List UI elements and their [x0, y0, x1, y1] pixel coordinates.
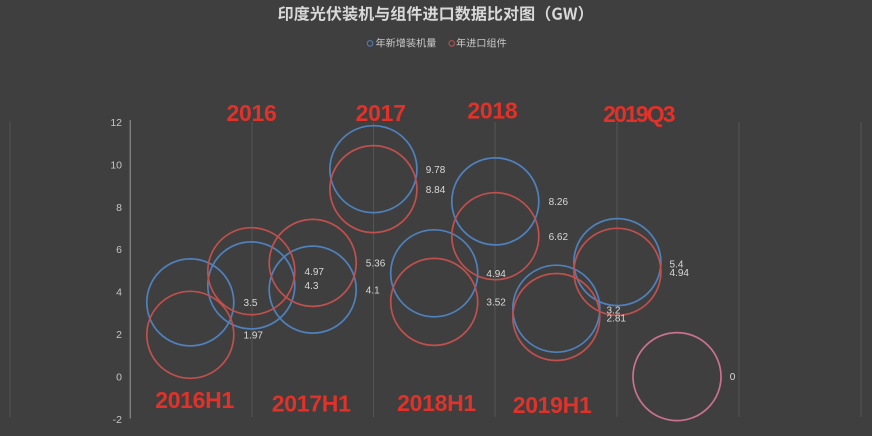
svg-text:2018H1: 2018H1	[397, 390, 476, 416]
svg-text:4: 4	[116, 287, 122, 299]
svg-text:3.5: 3.5	[244, 298, 258, 309]
svg-text:5.4: 5.4	[670, 259, 684, 270]
svg-text:6: 6	[116, 244, 122, 256]
svg-text:-2: -2	[113, 414, 122, 426]
svg-text:2: 2	[116, 329, 122, 341]
svg-text:3.52: 3.52	[486, 298, 506, 309]
svg-text:2016: 2016	[227, 100, 277, 126]
svg-text:6.62: 6.62	[549, 232, 569, 243]
svg-text:2017: 2017	[356, 100, 406, 126]
svg-text:9.78: 9.78	[426, 165, 446, 176]
svg-text:4.3: 4.3	[305, 281, 319, 292]
svg-text:2018: 2018	[467, 98, 517, 124]
svg-text:8: 8	[116, 202, 122, 214]
svg-text:2019Q3: 2019Q3	[603, 101, 675, 127]
svg-text:4.94: 4.94	[670, 268, 690, 279]
svg-text:4.94: 4.94	[486, 269, 506, 280]
svg-text:0: 0	[730, 372, 736, 383]
svg-text:8.26: 8.26	[549, 197, 569, 208]
svg-text:0: 0	[116, 372, 122, 384]
svg-text:5.36: 5.36	[366, 259, 386, 270]
svg-text:8.84: 8.84	[426, 185, 446, 196]
svg-text:1.97: 1.97	[244, 331, 264, 342]
svg-text:4.1: 4.1	[366, 285, 380, 296]
svg-text:2017H1: 2017H1	[272, 391, 351, 417]
svg-text:2.81: 2.81	[607, 314, 627, 325]
svg-text:2016H1: 2016H1	[155, 387, 234, 413]
svg-text:4.97: 4.97	[305, 267, 325, 278]
svg-text:3.2: 3.2	[607, 305, 621, 316]
svg-text:2019H1: 2019H1	[513, 392, 592, 418]
svg-text:10: 10	[110, 159, 122, 171]
svg-text:12: 12	[110, 117, 122, 129]
